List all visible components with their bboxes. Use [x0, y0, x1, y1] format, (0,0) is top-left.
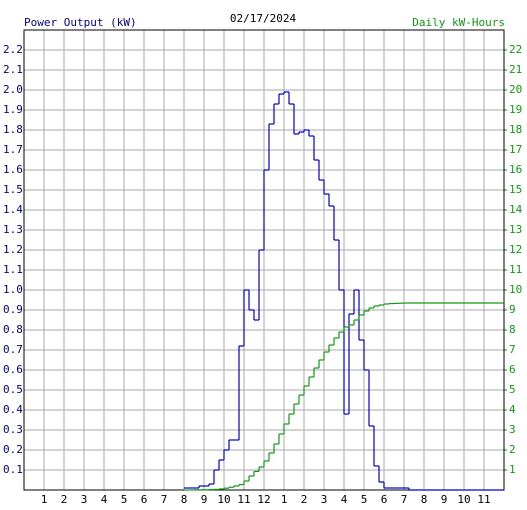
y2-tick-label: 14 — [509, 203, 523, 216]
y-tick-label: 1.1 — [3, 263, 23, 276]
y2-tick-label: 12 — [509, 243, 522, 256]
y-tick-label: 0.8 — [3, 323, 23, 336]
x-tick-label: 8 — [421, 493, 428, 506]
y2-tick-label: 9 — [509, 303, 516, 316]
y2-tick-label: 17 — [509, 143, 522, 156]
y-tick-label: 0.5 — [3, 383, 23, 396]
y2-tick-label: 19 — [509, 103, 522, 116]
y2-tick-label: 13 — [509, 223, 522, 236]
x-tick-label: 11 — [237, 493, 250, 506]
x-tick-label: 11 — [477, 493, 490, 506]
y-tick-label: 0.9 — [3, 303, 23, 316]
y-tick-label: 0.1 — [3, 463, 23, 476]
y-tick-label: 2.0 — [3, 83, 23, 96]
y-tick-label: 0.3 — [3, 423, 23, 436]
y2-tick-label: 16 — [509, 163, 522, 176]
y-tick-label: 1.6 — [3, 163, 23, 176]
x-tick-label: 5 — [121, 493, 128, 506]
y2-tick-label: 20 — [509, 83, 522, 96]
chart-title: 02/17/2024 — [230, 12, 297, 25]
y2-tick-label: 11 — [509, 263, 522, 276]
y-tick-label: 2.1 — [3, 63, 23, 76]
x-tick-label: 9 — [441, 493, 448, 506]
x-tick-label: 8 — [181, 493, 188, 506]
y2-tick-label: 6 — [509, 363, 516, 376]
y2-tick-label: 21 — [509, 63, 522, 76]
y2-tick-label: 7 — [509, 343, 516, 356]
y-tick-label: 1.8 — [3, 123, 23, 136]
x-tick-label: 2 — [61, 493, 68, 506]
x-tick-label: 9 — [201, 493, 208, 506]
y2-tick-label: 10 — [509, 283, 522, 296]
x-tick-label: 10 — [457, 493, 470, 506]
y-tick-label: 0.2 — [3, 443, 23, 456]
y2-tick-label: 8 — [509, 323, 516, 336]
y-tick-label: 1.9 — [3, 103, 23, 116]
y2-tick-label: 4 — [509, 403, 516, 416]
y2-tick-label: 3 — [509, 423, 516, 436]
x-tick-label: 4 — [101, 493, 108, 506]
x-tick-label: 4 — [341, 493, 348, 506]
y-tick-label: 1.2 — [3, 243, 23, 256]
x-tick-label: 7 — [401, 493, 408, 506]
y-tick-label: 0.6 — [3, 363, 23, 376]
plot-frame — [23, 29, 505, 491]
y-tick-label: 1.5 — [3, 183, 23, 196]
y-tick-label: 1.7 — [3, 143, 23, 156]
y-tick-label: 2.2 — [3, 43, 23, 56]
x-tick-label: 10 — [217, 493, 230, 506]
y-tick-label: 1.0 — [3, 283, 23, 296]
y-axis-title: Power Output (kW) — [24, 16, 137, 29]
x-tick-label: 7 — [161, 493, 168, 506]
x-tick-label: 5 — [361, 493, 368, 506]
x-tick-label: 1 — [281, 493, 288, 506]
x-tick-label: 1 — [41, 493, 48, 506]
x-tick-label: 12 — [257, 493, 270, 506]
y-tick-label: 1.4 — [3, 203, 23, 216]
x-tick-label: 2 — [301, 493, 308, 506]
y-tick-label: 0.7 — [3, 343, 23, 356]
y2-tick-label: 18 — [509, 123, 522, 136]
x-tick-label: 6 — [381, 493, 388, 506]
y2-tick-label: 5 — [509, 383, 516, 396]
y2-axis-title: Daily kW-Hours — [412, 16, 505, 29]
y2-tick-label: 2 — [509, 443, 516, 456]
x-tick-label: 3 — [321, 493, 328, 506]
x-tick-label: 3 — [81, 493, 88, 506]
y-tick-label: 0.4 — [3, 403, 23, 416]
y2-tick-label: 15 — [509, 183, 522, 196]
x-tick-label: 6 — [141, 493, 148, 506]
y2-tick-label: 1 — [509, 463, 516, 476]
y2-tick-label: 22 — [509, 43, 522, 56]
y-tick-label: 1.3 — [3, 223, 23, 236]
